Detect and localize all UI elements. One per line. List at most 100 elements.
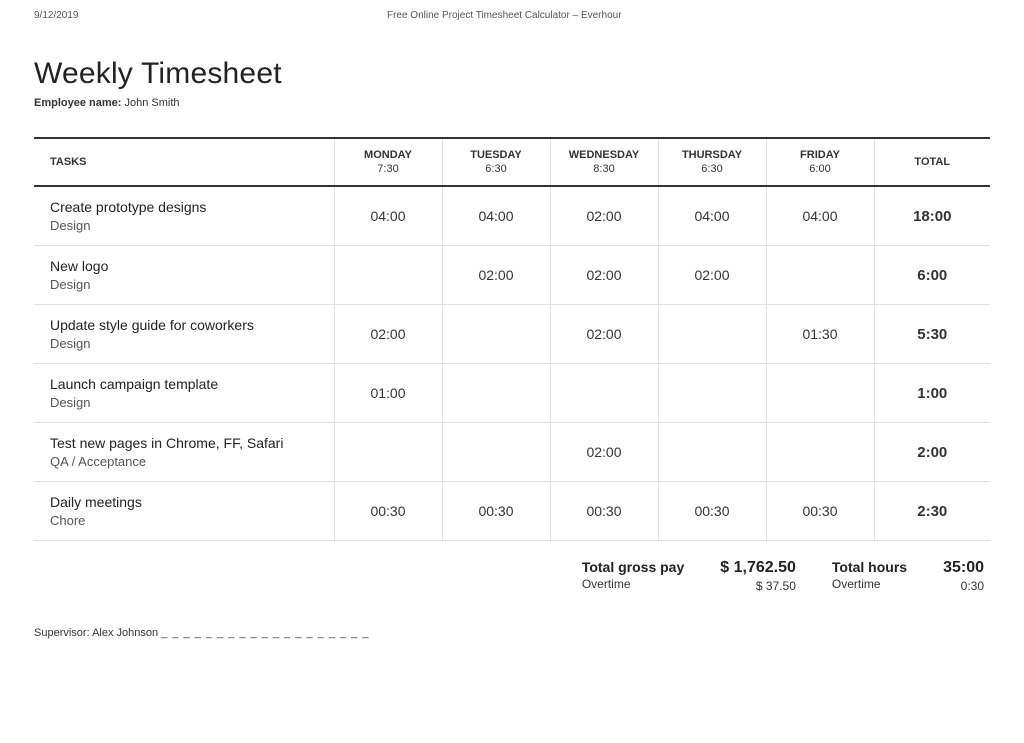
time-cell: 00:30 [658,482,766,541]
task-name: Launch campaign template [50,376,330,392]
task-cell: Launch campaign template Design [34,364,334,423]
time-cell: 02:00 [658,246,766,305]
time-cell [334,246,442,305]
header-day-fri: FRIDAY 6:00 [766,138,874,186]
supervisor-line: Supervisor: Alex Johnson _ _ _ _ _ _ _ _… [34,627,990,639]
time-cell [766,423,874,482]
task-category: Design [50,395,330,410]
header-day-wed: WEDNESDAY 8:30 [550,138,658,186]
task-category: Chore [50,513,330,528]
time-cell: 00:30 [442,482,550,541]
time-cell [550,364,658,423]
overtime-label-2: Overtime [832,577,907,591]
task-cell: Daily meetings Chore [34,482,334,541]
supervisor-name: Alex Johnson [92,627,158,639]
time-cell: 04:00 [442,186,550,246]
header-day-tue: TUESDAY 6:30 [442,138,550,186]
task-name: New logo [50,258,330,274]
day-dur: 6:00 [771,163,870,175]
day-name: FRIDAY [771,149,870,161]
gross-overtime-value: $ 37.50 [720,579,796,593]
task-category: Design [50,218,330,233]
hours-value: 35:00 [943,559,984,577]
overtime-label: Overtime [582,577,684,591]
time-cell: 04:00 [658,186,766,246]
time-cell [658,423,766,482]
task-name: Test new pages in Chrome, FF, Safari [50,435,330,451]
table-row: Daily meetingsChore00:3000:3000:3000:300… [34,482,990,541]
row-total: 5:30 [874,305,990,364]
table-header-row: TASKS MONDAY 7:30 TUESDAY 6:30 WEDNESDAY… [34,138,990,186]
print-date: 9/12/2019 [34,10,79,21]
header-day-mon: MONDAY 7:30 [334,138,442,186]
time-cell: 02:00 [550,305,658,364]
task-category: QA / Acceptance [50,454,330,469]
task-name: Update style guide for coworkers [50,317,330,333]
gross-label: Total gross pay [582,559,684,575]
time-cell [442,364,550,423]
page-title: Weekly Timesheet [34,57,990,91]
time-cell: 02:00 [550,423,658,482]
signature-line: _ _ _ _ _ _ _ _ _ _ _ _ _ _ _ _ _ _ _ [161,627,369,639]
supervisor-label: Supervisor: [34,627,90,639]
row-total: 1:00 [874,364,990,423]
gross-value: $ 1,762.50 [720,559,796,577]
table-row: Update style guide for coworkers Design 02… [34,305,990,364]
task-category: Design [50,277,330,292]
employee-line: Employee name: John Smith [34,97,990,109]
day-name: MONDAY [339,149,438,161]
task-cell: Update style guide for coworkers Design [34,305,334,364]
time-cell [658,305,766,364]
row-total: 18:00 [874,186,990,246]
time-cell [334,423,442,482]
task-cell: New logo Design [34,246,334,305]
row-total: 2:00 [874,423,990,482]
task-name: Create prototype designs [50,199,330,215]
employee-label: Employee name: [34,97,121,109]
day-name: THURSDAY [663,149,762,161]
time-cell: 02:00 [334,305,442,364]
table-row: Create prototype designsDesign04:0004:00… [34,186,990,246]
print-doc-title: Free Online Project Timesheet Calculator… [79,10,931,21]
row-total: 6:00 [874,246,990,305]
time-cell: 04:00 [334,186,442,246]
day-name: TUESDAY [447,149,546,161]
day-dur: 6:30 [447,163,546,175]
summary-hours-label-block: Total hours Overtime [832,559,907,593]
page-header: 9/12/2019 Free Online Project Timesheet … [0,0,1024,21]
task-cell: Test new pages in Chrome, FF, Safari QA /… [34,423,334,482]
time-cell: 02:00 [550,246,658,305]
header-tasks: TASKS [34,138,334,186]
time-cell: 00:30 [334,482,442,541]
day-dur: 7:30 [339,163,438,175]
day-name: WEDNESDAY [555,149,654,161]
table-row: Launch campaign templateDesign01:001:00 [34,364,990,423]
time-cell: 02:00 [550,186,658,246]
summary-hours-value-block: 35:00 0:30 [943,559,984,593]
header-day-thu: THURSDAY 6:30 [658,138,766,186]
table-row: New logoDesign02:0002:0002:006:00 [34,246,990,305]
task-category: Design [50,336,330,351]
content: Weekly Timesheet Employee name: John Smi… [0,21,1024,639]
timesheet-table: TASKS MONDAY 7:30 TUESDAY 6:30 WEDNESDAY… [34,137,990,541]
summary-gross-value-block: $ 1,762.50 $ 37.50 [720,559,796,593]
time-cell [766,246,874,305]
header-total: TOTAL [874,138,990,186]
time-cell [658,364,766,423]
day-dur: 6:30 [663,163,762,175]
employee-name: John Smith [124,97,179,109]
table-body: Create prototype designsDesign04:0004:00… [34,186,990,541]
time-cell [442,305,550,364]
row-total: 2:30 [874,482,990,541]
time-cell [766,364,874,423]
time-cell: 02:00 [442,246,550,305]
task-cell: Create prototype designs Design [34,186,334,246]
task-name: Daily meetings [50,494,330,510]
time-cell: 01:30 [766,305,874,364]
day-dur: 8:30 [555,163,654,175]
summary-gross-label-block: Total gross pay Overtime [582,559,684,593]
time-cell [442,423,550,482]
table-row: Test new pages in Chrome, FF, Safari QA /… [34,423,990,482]
time-cell: 04:00 [766,186,874,246]
summary: Total gross pay Overtime $ 1,762.50 $ 37… [34,559,990,593]
